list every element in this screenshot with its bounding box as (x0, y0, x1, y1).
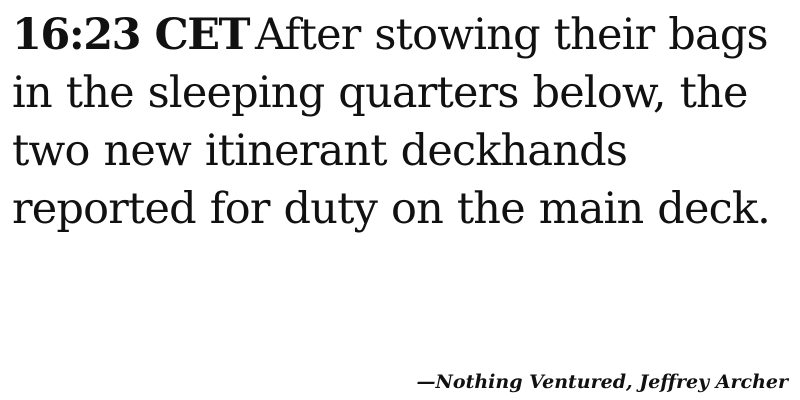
timestamp: 16:23 CET (12, 10, 251, 60)
quote-line-4: reported for duty on the main deck. (12, 184, 771, 234)
attribution: —Nothing Ventured, Jeffrey Archer (416, 371, 788, 393)
quote-text: 16:23 CET After stowing their bags in the… (12, 6, 792, 238)
quote-line-2: in the sleeping quarters below, the (12, 68, 748, 118)
quote-line-1-text: After stowing their bags (255, 10, 769, 60)
quote-line-3: two new itinerant deckhands (12, 126, 628, 176)
quote-line-1: 16:23 CET After stowing their bags (12, 6, 792, 64)
